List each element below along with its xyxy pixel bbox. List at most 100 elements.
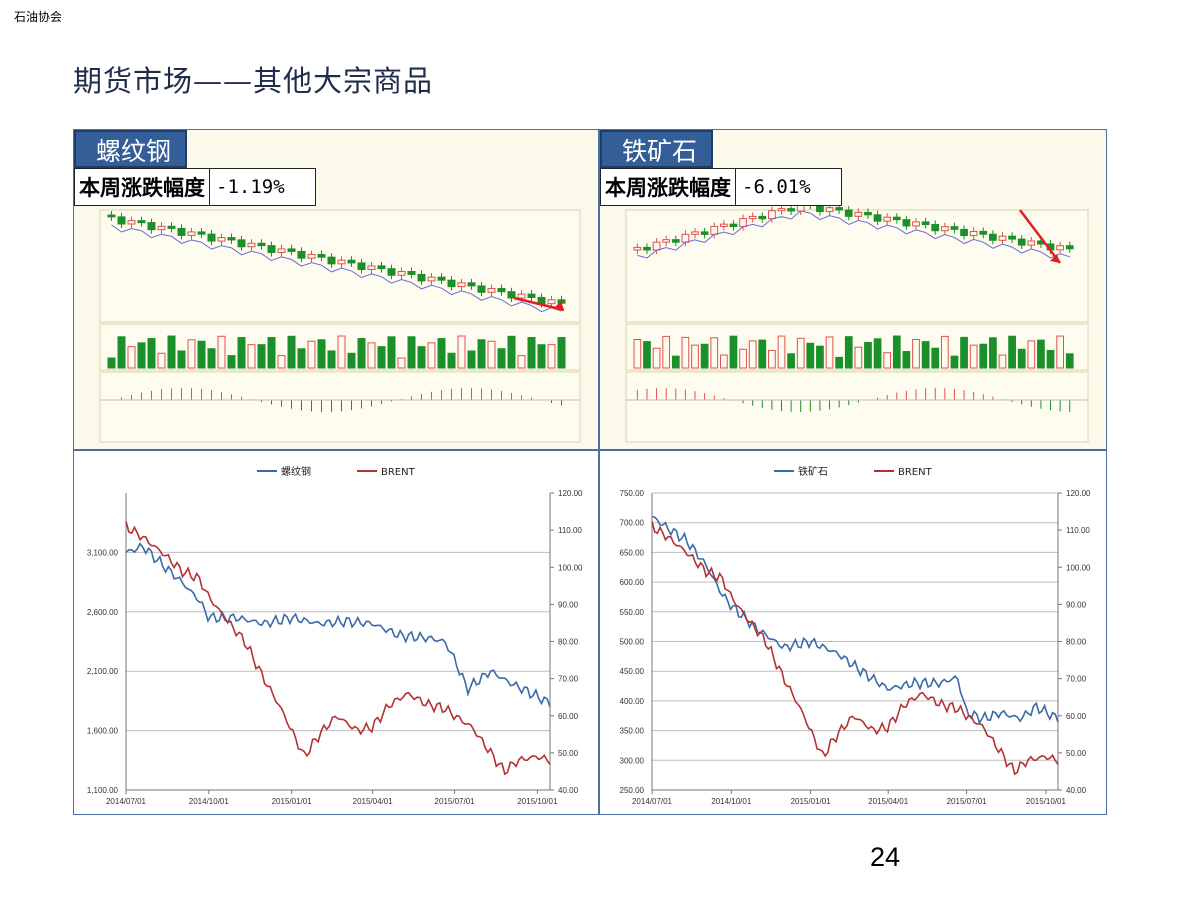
rebar-tag: 螺纹钢 <box>74 130 188 168</box>
volume-bar <box>177 350 186 369</box>
volume-bar <box>854 346 863 369</box>
candle-body <box>207 233 216 242</box>
weekly-change-label: 本周涨跌幅度 <box>75 169 210 205</box>
volume-bar <box>557 337 566 369</box>
candle-body <box>748 215 757 220</box>
candle-body <box>437 276 446 281</box>
left-axis-tick-label: 350.00 <box>620 727 645 736</box>
candle-body <box>447 279 456 288</box>
volume-bar <box>187 339 196 369</box>
volume-bar <box>1008 335 1016 369</box>
volume-bar <box>107 357 116 369</box>
rebar-brent-line-chart: 1,100.00 1,600.00 2,100.00 2,600.00 3,100.00… <box>87 465 583 806</box>
left-axis-tick-label: 2,100.00 <box>87 667 119 676</box>
right-axis-tick-label: 80.00 <box>558 638 579 647</box>
right-axis-tick-label: 50.00 <box>1066 749 1087 758</box>
left-axis-tick-label: 750.00 <box>620 489 645 498</box>
candle-body <box>989 233 997 241</box>
candle-body <box>547 299 556 305</box>
left-axis-tick-label: 550.00 <box>620 608 645 617</box>
volume-bar <box>700 343 709 369</box>
volume-bar <box>117 336 126 369</box>
candle-body <box>700 231 709 235</box>
volume-bar <box>457 335 466 369</box>
candle-body <box>835 207 844 211</box>
volume-bar <box>844 336 853 369</box>
right-axis-tick-label: 90.00 <box>1066 600 1087 609</box>
volume-bar <box>327 350 336 369</box>
volume-bar <box>969 344 978 369</box>
volume-bar <box>417 346 426 369</box>
volume-bar <box>507 335 516 369</box>
volume-bar <box>710 337 719 369</box>
left-axis-tick-label: 3,100.00 <box>87 548 119 557</box>
series-line <box>125 521 551 776</box>
candle-body <box>710 225 719 235</box>
candle-body <box>816 204 824 213</box>
rebar-candlestick-chart <box>99 209 581 443</box>
volume-bar <box>267 337 276 369</box>
volume-bar <box>427 342 436 369</box>
candle-body <box>825 207 834 213</box>
volume-bar <box>1017 348 1026 369</box>
organization-label: 石油协会 <box>14 10 63 24</box>
volume-bar <box>537 344 546 369</box>
x-axis-tick-label: 2014/07/01 <box>106 797 147 806</box>
candle-body <box>758 215 767 220</box>
x-axis-tick-label: 2015/01/01 <box>791 797 832 806</box>
volume-bar <box>681 336 690 369</box>
volume-bar <box>307 340 316 369</box>
x-axis-tick-label: 2014/10/01 <box>189 797 230 806</box>
candle-body <box>691 231 699 235</box>
volume-bar <box>517 355 526 369</box>
volume-bar <box>979 343 988 369</box>
right-axis-tick-label: 40.00 <box>1066 786 1087 795</box>
candle-body <box>662 239 671 243</box>
candle-body <box>979 230 988 235</box>
rebar-weekly-change: 本周涨跌幅度 -1.19% <box>74 168 316 206</box>
volume-bar <box>940 335 949 369</box>
x-axis-tick-label: 2015/10/01 <box>517 797 558 806</box>
macd-pane <box>625 371 1089 443</box>
left-axis-tick-label: 450.00 <box>620 667 645 676</box>
candle-body <box>1027 240 1036 246</box>
candle-body <box>367 265 376 271</box>
x-axis-tick-label: 2014/10/01 <box>711 797 752 806</box>
candle-body <box>517 293 526 299</box>
volume-bar <box>277 355 286 369</box>
x-axis-tick-label: 2015/01/01 <box>272 797 313 806</box>
candle-body <box>633 246 642 251</box>
volume-bar <box>407 336 416 369</box>
x-axis-tick-label: 2015/04/01 <box>353 797 394 806</box>
volume-bar <box>397 357 406 369</box>
candle-body <box>873 214 882 222</box>
volume-bar <box>157 352 166 369</box>
candle-body <box>931 224 940 232</box>
volume-bar <box>217 335 226 369</box>
series-line <box>651 516 1059 726</box>
candle-body <box>317 254 326 258</box>
volume-bar <box>467 350 476 369</box>
candle-body <box>787 208 795 212</box>
volume-bar <box>643 341 651 369</box>
candle-body <box>777 208 786 212</box>
volume-bar <box>768 349 776 369</box>
volume-bar <box>989 337 997 369</box>
candle-body <box>297 250 306 259</box>
volume-bar <box>662 335 671 369</box>
volume-bar <box>719 354 728 369</box>
volume-bar <box>127 346 136 369</box>
candle-body <box>127 220 136 225</box>
volume-bar <box>227 355 236 369</box>
right-axis-tick-label: 110.00 <box>558 526 582 535</box>
legend-label: BRENT <box>381 467 416 478</box>
left-axis-tick-label: 650.00 <box>620 548 645 557</box>
volume-bar <box>287 335 296 369</box>
volume-bar <box>748 340 757 369</box>
left-axis-tick-label: 2,600.00 <box>87 608 119 617</box>
volume-bar <box>902 351 911 369</box>
candle-body <box>277 248 286 253</box>
candle-body <box>477 285 486 293</box>
volume-bar <box>367 342 376 369</box>
iron-ore-weekly-change: 本周涨跌幅度 -6.01% <box>600 168 842 206</box>
